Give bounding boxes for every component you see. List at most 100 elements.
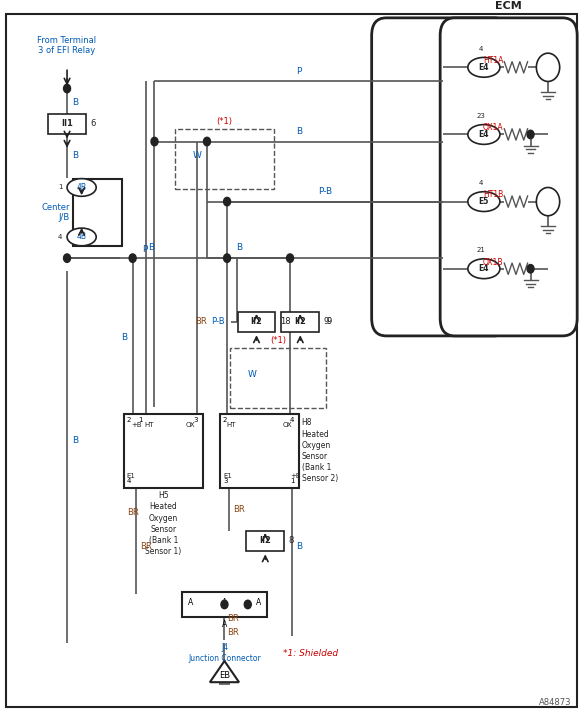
Text: E4: E4 (479, 130, 489, 139)
FancyBboxPatch shape (246, 531, 284, 550)
FancyBboxPatch shape (182, 592, 267, 617)
Text: B: B (72, 98, 78, 107)
Text: 2: 2 (127, 417, 131, 423)
Text: BR: BR (195, 317, 207, 326)
Text: P: P (296, 67, 301, 76)
Ellipse shape (67, 178, 96, 196)
FancyBboxPatch shape (48, 114, 86, 134)
Text: II2: II2 (294, 317, 306, 326)
Text: A: A (257, 598, 262, 607)
Text: W: W (192, 151, 201, 160)
Text: 9: 9 (326, 317, 332, 326)
Text: OX: OX (282, 422, 292, 428)
FancyBboxPatch shape (220, 413, 298, 488)
Text: 4: 4 (479, 180, 483, 186)
Text: 6: 6 (90, 119, 96, 129)
Text: HT: HT (226, 422, 236, 428)
Text: H5
Heated
Oxygen
Sensor
(Bank 1
Sensor 1): H5 Heated Oxygen Sensor (Bank 1 Sensor 1… (145, 491, 181, 556)
Text: E1: E1 (223, 473, 232, 479)
Text: B: B (296, 127, 302, 136)
Text: P-B: P-B (211, 317, 224, 326)
Text: HT1A: HT1A (483, 56, 503, 65)
Text: BR: BR (233, 505, 245, 514)
Text: P-B: P-B (318, 187, 332, 196)
Ellipse shape (468, 124, 500, 144)
Circle shape (536, 188, 560, 216)
Circle shape (244, 600, 251, 609)
Text: II2: II2 (251, 317, 262, 326)
Text: E1: E1 (127, 473, 136, 479)
Text: W: W (248, 371, 257, 379)
Text: 2: 2 (223, 417, 227, 423)
Text: E5: E5 (479, 197, 489, 206)
Text: E4: E4 (479, 264, 489, 273)
Text: 23: 23 (476, 113, 486, 119)
Text: B: B (236, 243, 242, 253)
Text: 4: 4 (290, 417, 294, 423)
Ellipse shape (468, 192, 500, 211)
Circle shape (286, 254, 293, 262)
Text: II1: II1 (61, 119, 73, 129)
Text: (*1): (*1) (216, 116, 233, 126)
Text: From Terminal
3 of EFI Relay: From Terminal 3 of EFI Relay (37, 36, 97, 55)
Ellipse shape (67, 228, 96, 246)
Text: E4: E4 (479, 63, 489, 72)
Text: 4B: 4B (76, 233, 87, 241)
Circle shape (221, 600, 228, 609)
Text: EB: EB (219, 670, 230, 680)
Polygon shape (210, 661, 239, 682)
FancyBboxPatch shape (124, 413, 203, 488)
Text: A: A (222, 598, 227, 607)
FancyBboxPatch shape (73, 178, 122, 246)
FancyBboxPatch shape (372, 18, 509, 336)
Circle shape (527, 130, 534, 139)
Text: B: B (72, 436, 78, 445)
Circle shape (203, 137, 210, 146)
Text: ECM: ECM (496, 1, 522, 11)
Circle shape (151, 137, 158, 146)
Text: J4
Junction Connector: J4 Junction Connector (188, 643, 261, 663)
Text: 1: 1 (139, 417, 143, 423)
Text: 4: 4 (479, 46, 483, 52)
Text: 1: 1 (58, 184, 62, 191)
Text: OX1B: OX1B (483, 258, 503, 266)
Text: 4B: 4B (76, 183, 87, 192)
Circle shape (224, 254, 231, 262)
Text: Center
J/B: Center J/B (41, 203, 70, 222)
Text: BR: BR (127, 508, 139, 517)
Text: 3: 3 (194, 417, 198, 423)
Text: BR: BR (227, 628, 239, 637)
Text: BR: BR (140, 542, 152, 550)
Circle shape (129, 254, 136, 262)
Ellipse shape (468, 259, 500, 278)
Text: 4: 4 (127, 478, 131, 484)
Text: A84873: A84873 (539, 698, 571, 707)
Text: 9: 9 (324, 317, 329, 326)
Text: HT1B: HT1B (483, 191, 503, 199)
Text: HT: HT (145, 422, 154, 428)
Circle shape (64, 254, 71, 262)
Text: P: P (142, 245, 147, 253)
Text: +B: +B (131, 422, 142, 428)
Circle shape (64, 84, 71, 93)
Ellipse shape (468, 57, 500, 77)
Circle shape (536, 53, 560, 81)
Text: B: B (121, 333, 127, 342)
FancyBboxPatch shape (440, 18, 577, 336)
Text: 3: 3 (223, 478, 227, 484)
Text: *1: Shielded: *1: Shielded (283, 650, 338, 658)
Text: II2: II2 (259, 536, 271, 545)
Text: B: B (72, 151, 78, 160)
Text: 1: 1 (290, 478, 294, 484)
FancyBboxPatch shape (282, 312, 319, 331)
Text: BR: BR (227, 614, 239, 623)
Text: A: A (188, 598, 194, 607)
Text: OX1A: OX1A (483, 124, 503, 132)
Circle shape (527, 264, 534, 273)
Text: 4: 4 (58, 234, 62, 240)
Circle shape (224, 197, 231, 206)
Text: H8
Heated
Oxygen
Sensor
(Bank 1
Sensor 2): H8 Heated Oxygen Sensor (Bank 1 Sensor 2… (302, 418, 338, 483)
FancyBboxPatch shape (238, 312, 275, 331)
Text: OX: OX (186, 422, 196, 428)
Text: 21: 21 (476, 247, 486, 253)
